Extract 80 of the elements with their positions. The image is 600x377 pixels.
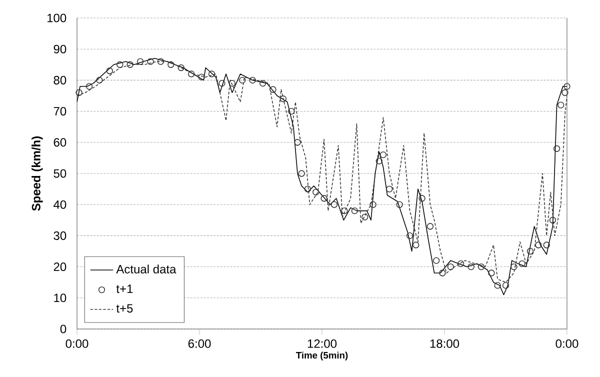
point [447, 263, 454, 270]
point [208, 70, 216, 78]
point [312, 188, 320, 196]
point [106, 68, 113, 74]
point [157, 58, 164, 65]
y-tick-label: 70 [54, 107, 66, 116]
point [468, 263, 474, 270]
legend-label: t+1 [116, 284, 133, 293]
point [298, 170, 305, 177]
point [412, 242, 420, 248]
point [376, 158, 382, 164]
point [294, 139, 301, 146]
y-tick-label: 30 [54, 231, 66, 240]
point [362, 214, 368, 220]
point [558, 102, 564, 108]
point [280, 96, 287, 102]
y-tick-label: 100 [48, 14, 66, 22]
point [168, 61, 174, 68]
point [439, 270, 446, 276]
point [96, 76, 103, 84]
point [418, 195, 426, 202]
point [370, 201, 376, 208]
x-tick-label: 6:00 [188, 339, 211, 348]
y-tick-label: 80 [54, 76, 66, 84]
y-tick-label: 50 [54, 169, 66, 178]
y-axis-title: Speed (km/h) [32, 136, 43, 211]
legend-label: t+5 [116, 304, 133, 313]
y-tick-label: 60 [54, 138, 66, 147]
point [259, 80, 266, 87]
point [510, 263, 518, 270]
point [249, 76, 256, 84]
point [433, 257, 440, 264]
point [502, 282, 510, 289]
y-tick-label: 90 [54, 44, 66, 54]
point [380, 151, 387, 158]
point [526, 248, 534, 255]
point [126, 61, 134, 68]
point [458, 260, 464, 268]
point [330, 201, 338, 208]
point [218, 80, 226, 87]
point [386, 186, 393, 192]
point [543, 242, 550, 248]
point [406, 232, 414, 240]
point [86, 83, 93, 90]
point [198, 74, 205, 80]
x-tick-label: 12:00 [308, 339, 337, 348]
x-tick-label: 0:00 [66, 339, 88, 348]
point [426, 223, 434, 230]
point [239, 76, 246, 84]
point [270, 86, 276, 93]
y-tick-label: 0 [60, 324, 66, 334]
x-tick-label: 0:00 [556, 339, 578, 348]
point [396, 201, 403, 208]
point [116, 61, 124, 68]
point [553, 145, 560, 152]
point [320, 195, 328, 202]
point [488, 270, 495, 276]
point [564, 83, 570, 90]
y-tick-label: 20 [54, 262, 66, 272]
point [228, 80, 236, 87]
point [478, 263, 485, 270]
y-tick-label: 40 [54, 200, 66, 209]
point [494, 282, 501, 289]
point [178, 64, 184, 72]
legend-label: Actual data [116, 264, 176, 274]
point [549, 216, 556, 224]
point [76, 89, 82, 96]
point [562, 89, 568, 96]
point [136, 58, 144, 65]
point [518, 260, 526, 268]
point [288, 108, 295, 115]
x-tick-label: 18:00 [430, 339, 460, 348]
point [535, 242, 542, 248]
point [341, 207, 348, 214]
point [147, 58, 154, 65]
x-axis-title: Time (5min) [296, 352, 348, 360]
point [188, 70, 195, 78]
point [304, 186, 312, 192]
y-tick-label: 10 [54, 294, 66, 302]
point [351, 207, 358, 214]
